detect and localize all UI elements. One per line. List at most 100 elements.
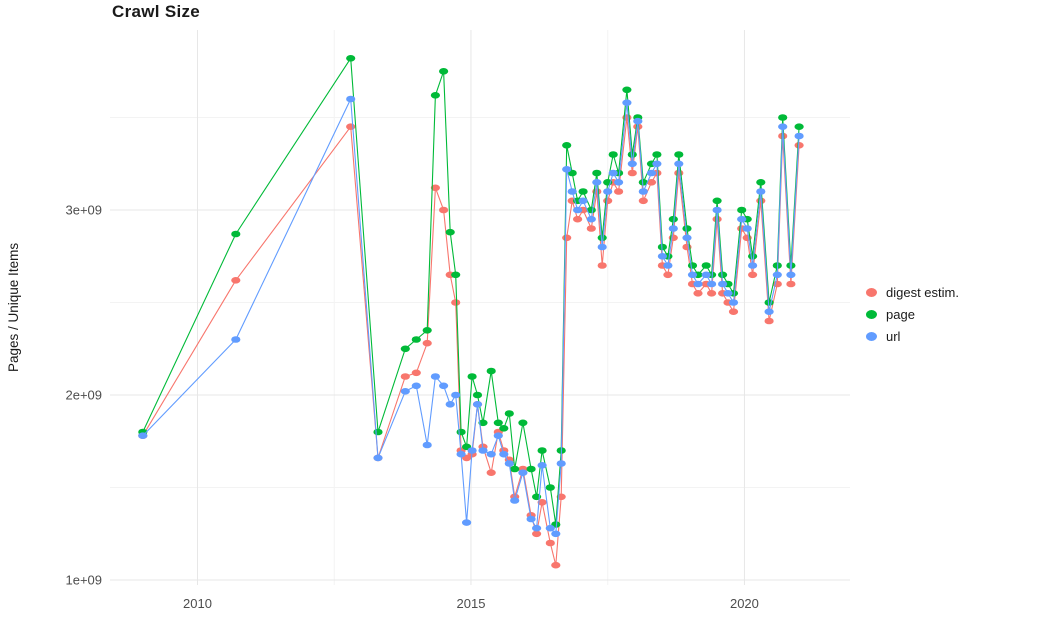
data-point	[526, 465, 536, 473]
data-point	[231, 277, 241, 284]
data-point	[545, 524, 555, 532]
data-point	[718, 280, 728, 288]
data-point	[400, 388, 410, 395]
data-point	[456, 450, 466, 458]
data-point	[778, 123, 788, 130]
x-tick-label: 2015	[457, 596, 486, 611]
data-point	[422, 327, 432, 334]
data-point	[764, 317, 774, 325]
x-tick-label: 2020	[730, 596, 759, 611]
data-point	[701, 271, 711, 279]
data-point	[597, 234, 607, 242]
data-point	[638, 179, 648, 186]
data-point	[467, 447, 477, 454]
data-point	[411, 382, 421, 390]
data-point	[499, 425, 509, 432]
legend-label-url: url	[886, 329, 901, 344]
legend-item-digest-estim: digest estim.	[866, 284, 959, 301]
data-point	[456, 428, 466, 436]
data-point	[707, 290, 717, 297]
data-point	[718, 271, 728, 279]
data-point	[756, 188, 766, 195]
data-point	[701, 262, 711, 269]
data-point	[614, 188, 624, 195]
data-point	[728, 299, 739, 306]
y-tick-label: 2e+09	[65, 388, 102, 403]
data-point	[748, 262, 758, 269]
data-point	[510, 465, 520, 473]
data-point	[578, 188, 588, 195]
data-point	[682, 234, 692, 242]
data-point	[486, 469, 496, 477]
data-point	[627, 151, 637, 158]
data-point	[537, 462, 547, 469]
data-point	[486, 450, 496, 458]
data-point	[712, 206, 722, 214]
data-point	[439, 68, 449, 75]
data-point	[608, 169, 618, 177]
data-point	[451, 299, 461, 306]
data-point	[504, 410, 514, 417]
data-point	[682, 225, 692, 232]
data-point	[748, 271, 758, 279]
data-point	[430, 92, 440, 99]
data-point	[614, 179, 624, 186]
data-point	[657, 252, 668, 260]
data-point	[411, 369, 421, 377]
data-point	[693, 290, 703, 297]
data-point	[518, 469, 528, 477]
data-point	[562, 142, 572, 149]
data-point	[467, 373, 477, 380]
data-point	[674, 151, 684, 158]
data-point	[597, 243, 607, 251]
data-point	[742, 225, 752, 232]
data-point	[674, 169, 684, 177]
data-point	[510, 497, 520, 504]
data-point	[562, 166, 572, 173]
data-point	[608, 151, 618, 158]
data-point	[472, 391, 483, 399]
data-point	[445, 228, 455, 236]
x-tick-label: 2010	[183, 596, 212, 611]
data-point	[472, 401, 483, 408]
data-point	[756, 179, 766, 186]
data-point	[646, 169, 657, 177]
digest-point-icon	[866, 288, 877, 297]
data-point	[462, 519, 472, 526]
data-point	[663, 271, 673, 279]
data-point	[445, 401, 455, 408]
data-point	[674, 160, 684, 168]
data-point	[478, 419, 488, 427]
data-point	[493, 432, 503, 440]
data-point	[532, 524, 542, 532]
data-point	[346, 95, 356, 103]
data-point	[693, 280, 703, 288]
data-point	[638, 188, 648, 195]
data-point	[499, 450, 509, 458]
data-point	[652, 160, 662, 168]
data-point	[545, 484, 555, 491]
data-point	[786, 280, 796, 288]
data-point	[687, 271, 698, 279]
data-point	[551, 530, 561, 538]
data-point	[493, 419, 503, 427]
data-point	[537, 499, 547, 506]
data-point	[603, 197, 613, 205]
data-point	[422, 441, 432, 449]
data-point	[668, 225, 678, 232]
data-point	[646, 179, 657, 186]
data-point	[486, 367, 496, 375]
data-point	[430, 373, 440, 380]
data-point	[231, 230, 241, 238]
data-point	[778, 114, 788, 121]
data-point	[737, 206, 747, 214]
legend-label-page: page	[886, 307, 915, 322]
data-point	[556, 460, 566, 467]
url-point-icon	[866, 332, 877, 341]
y-tick-label: 3e+09	[65, 203, 102, 218]
data-point	[597, 262, 607, 269]
data-point	[518, 419, 528, 427]
data-point	[764, 308, 774, 316]
data-point	[526, 515, 536, 523]
